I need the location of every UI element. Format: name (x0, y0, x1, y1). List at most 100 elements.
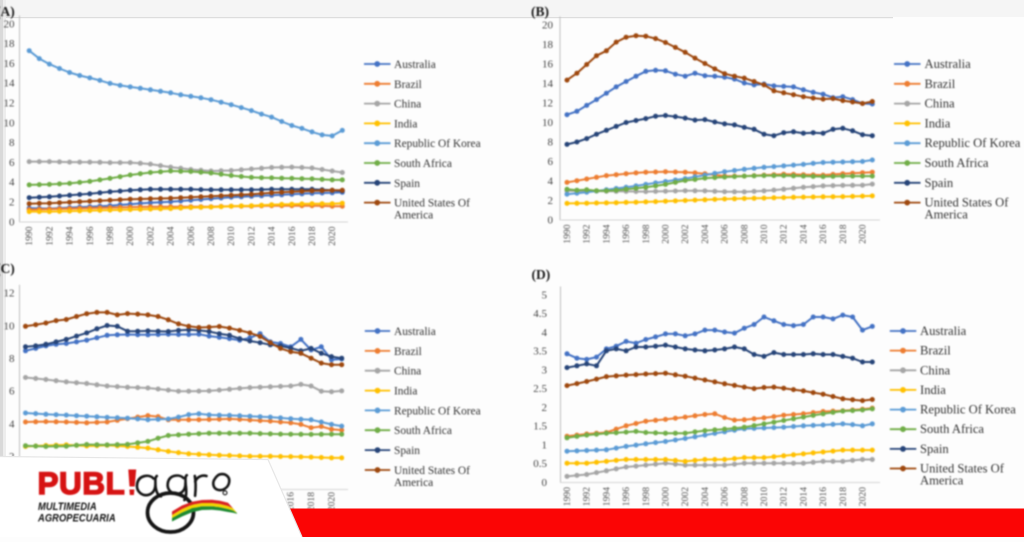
svg-text:China: China (920, 363, 950, 377)
svg-text:12: 12 (4, 98, 15, 110)
svg-text:4: 4 (9, 418, 15, 430)
svg-text:1998: 1998 (641, 487, 652, 506)
svg-text:0.5: 0.5 (533, 458, 547, 470)
svg-text:2018: 2018 (838, 224, 849, 243)
svg-text:2: 2 (9, 197, 15, 209)
svg-text:2012: 2012 (779, 224, 790, 243)
svg-text:Republic Of Korea: Republic Of Korea (394, 405, 481, 417)
svg-text:1996: 1996 (621, 224, 632, 243)
svg-text:2020: 2020 (327, 492, 338, 511)
svg-text:Republic Of Korea: Republic Of Korea (394, 138, 481, 150)
svg-text:2016: 2016 (287, 226, 298, 245)
svg-text:(D): (D) (532, 267, 551, 282)
svg-text:Australia: Australia (925, 57, 972, 71)
svg-text:Brazil: Brazil (925, 77, 956, 91)
svg-text:America: America (920, 473, 964, 487)
svg-text:2.5: 2.5 (533, 383, 547, 395)
svg-text:1998: 1998 (641, 224, 652, 243)
svg-text:18: 18 (542, 39, 554, 51)
svg-text:1990: 1990 (24, 226, 35, 245)
svg-text:South Africa: South Africa (925, 156, 989, 170)
svg-text:2014: 2014 (798, 487, 809, 506)
svg-text:(B): (B) (531, 4, 549, 19)
svg-text:2016: 2016 (286, 492, 297, 511)
svg-text:12: 12 (542, 97, 553, 109)
svg-text:1994: 1994 (65, 226, 76, 245)
svg-text:AGROPECUARIA: AGROPECUARIA (37, 513, 116, 525)
svg-text:10: 10 (542, 117, 554, 129)
svg-text:0: 0 (542, 477, 548, 489)
svg-text:Republic Of Korea: Republic Of Korea (925, 136, 1021, 150)
svg-text:China: China (394, 99, 421, 111)
svg-text:2: 2 (548, 195, 554, 207)
svg-text:10: 10 (4, 320, 16, 332)
svg-text:PUBL: PUBL (38, 465, 126, 501)
svg-text:(A): (A) (0, 4, 15, 19)
svg-text:1996: 1996 (621, 487, 632, 506)
svg-text:Australia: Australia (920, 324, 967, 338)
svg-text:4: 4 (548, 175, 554, 187)
svg-text:1.5: 1.5 (533, 421, 547, 433)
svg-text:3: 3 (542, 364, 548, 376)
svg-text:0: 0 (548, 214, 554, 226)
svg-text:2006: 2006 (186, 226, 197, 245)
svg-text:16: 16 (542, 58, 554, 70)
svg-text:1990: 1990 (562, 487, 573, 506)
svg-text:2002: 2002 (680, 487, 691, 506)
svg-text:America: America (394, 209, 433, 221)
svg-text:India: India (920, 383, 946, 397)
svg-text:United States Of: United States Of (394, 198, 470, 210)
svg-text:1994: 1994 (601, 487, 612, 506)
svg-text:South Africa: South Africa (394, 158, 452, 170)
svg-text:14: 14 (4, 78, 16, 90)
svg-text:10: 10 (4, 117, 16, 129)
svg-text:1990: 1990 (562, 224, 573, 243)
svg-text:2014: 2014 (798, 224, 809, 243)
svg-text:2006: 2006 (720, 487, 731, 506)
svg-text:Brazil: Brazil (920, 344, 951, 358)
svg-text:America: America (925, 207, 969, 221)
svg-text:2016: 2016 (818, 224, 829, 243)
svg-text:2: 2 (542, 402, 548, 414)
svg-text:6: 6 (9, 386, 15, 398)
svg-text:5: 5 (542, 289, 548, 301)
svg-text:6: 6 (9, 157, 15, 169)
svg-text:1998: 1998 (105, 226, 116, 245)
svg-text:2014: 2014 (267, 226, 278, 245)
svg-text:4: 4 (542, 327, 548, 339)
svg-text:2018: 2018 (838, 487, 849, 506)
svg-text:China: China (394, 366, 421, 378)
svg-text:Republic Of Korea: Republic Of Korea (920, 403, 1016, 417)
svg-text:United States Of: United States Of (394, 465, 470, 477)
svg-text:16: 16 (4, 58, 16, 70)
svg-text:Spain: Spain (920, 442, 949, 456)
svg-text:Spain: Spain (394, 178, 420, 190)
svg-text:2004: 2004 (700, 224, 711, 243)
svg-text:Brazil: Brazil (394, 79, 422, 91)
svg-text:2016: 2016 (818, 487, 829, 506)
svg-text:4.5: 4.5 (533, 308, 547, 320)
svg-text:20: 20 (542, 19, 554, 31)
svg-text:1996: 1996 (85, 226, 96, 245)
svg-text:2008: 2008 (739, 487, 750, 506)
svg-text:Spain: Spain (394, 445, 420, 457)
svg-text:2020: 2020 (327, 226, 338, 245)
svg-text:2000: 2000 (661, 487, 672, 506)
svg-text:6: 6 (548, 156, 554, 168)
svg-text:3.5: 3.5 (533, 346, 547, 358)
svg-text:8: 8 (9, 137, 15, 149)
svg-text:United States Of: United States Of (925, 196, 1010, 210)
svg-text:1992: 1992 (44, 226, 55, 245)
svg-text:8: 8 (9, 353, 15, 365)
svg-text:1992: 1992 (582, 487, 593, 506)
svg-text:2002: 2002 (145, 226, 156, 245)
svg-text:2018: 2018 (307, 226, 318, 245)
svg-text:India: India (394, 386, 417, 398)
svg-text:2012: 2012 (246, 226, 257, 245)
svg-text:Australia: Australia (394, 59, 436, 71)
svg-text:2002: 2002 (680, 224, 691, 243)
svg-text:Brazil: Brazil (394, 346, 422, 358)
svg-text:0: 0 (9, 216, 15, 228)
svg-text:1994: 1994 (601, 224, 612, 243)
svg-text:Spain: Spain (925, 176, 954, 190)
